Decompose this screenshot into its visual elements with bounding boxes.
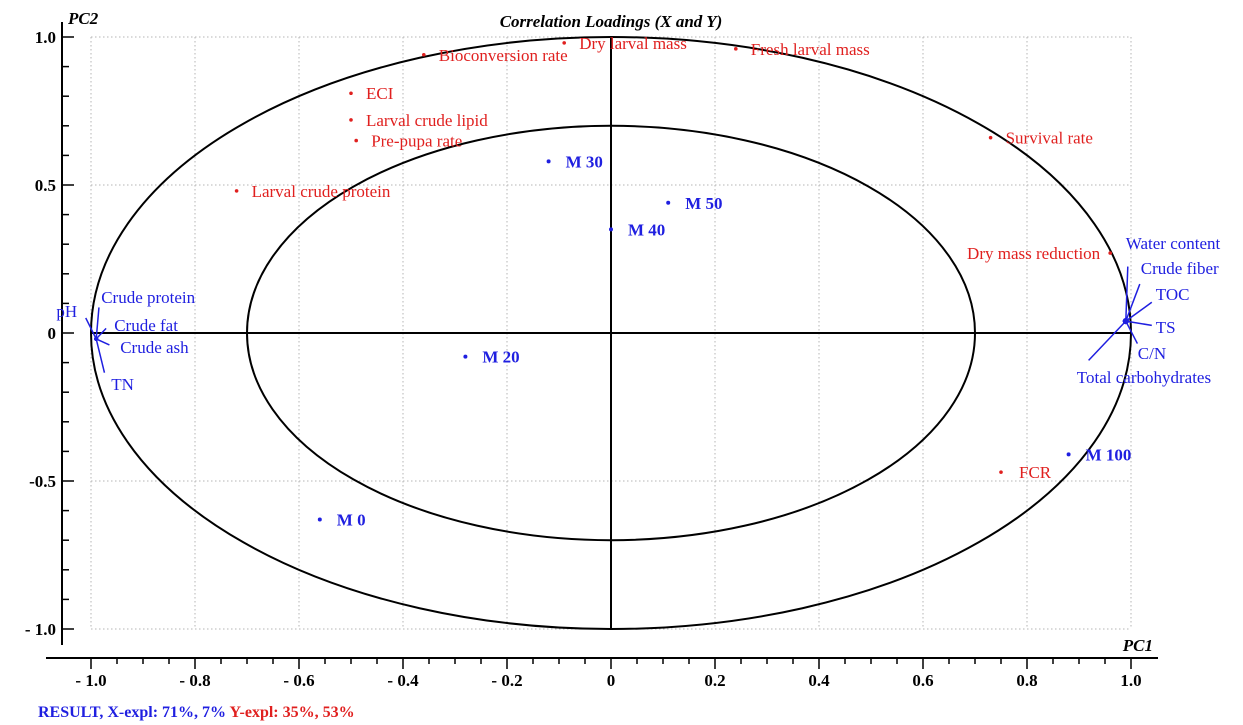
- y-variable-point: [1108, 251, 1112, 255]
- chart-title: Correlation Loadings (X and Y): [500, 12, 723, 31]
- y-tick-label: - 1.0: [25, 620, 56, 639]
- circle-inner: [246, 124, 976, 542]
- x-variable-leader: [1125, 266, 1129, 322]
- sample-label: M 40: [628, 220, 665, 239]
- x-variable-label: TN: [111, 375, 134, 394]
- y-variable-label: Survival rate: [1006, 129, 1093, 148]
- y-variable-point: [234, 189, 239, 193]
- x-tick-label: - 0.2: [491, 671, 522, 690]
- sample-label: M 100: [1086, 445, 1132, 464]
- x-tick-label: 0.6: [912, 671, 933, 690]
- sample-point: [317, 517, 322, 522]
- x-tick-label: 1.0: [1120, 671, 1141, 690]
- explained-variance-footer: RESULT, X-expl: 71%, 7% Y-expl: 35%, 53%: [38, 704, 355, 722]
- sample-label: M 50: [685, 194, 722, 213]
- y-variable-point: [999, 470, 1003, 474]
- y-variable-label: Dry mass reduction: [967, 244, 1101, 263]
- x-variable-leader: [95, 338, 106, 373]
- sample-point: [666, 200, 671, 205]
- y-tick-label: 0: [48, 324, 57, 343]
- x-variable-label: Crude ash: [120, 338, 189, 357]
- y-variable-label: Bioconversion rate: [439, 46, 568, 65]
- x-tick-label: - 0.8: [179, 671, 210, 690]
- x-tick-label: - 1.0: [75, 671, 106, 690]
- y-explained: Y-expl: 35%, 53%: [229, 704, 355, 721]
- x-variable-leader: [1125, 283, 1141, 322]
- y-variable-point: [354, 138, 359, 143]
- sample-label: M 20: [482, 348, 519, 367]
- x-variable-leader: [1125, 320, 1139, 344]
- y-variable-point: [349, 118, 353, 122]
- y-variable-label: Pre-pupa rate: [371, 132, 462, 151]
- y-variable-label: Larval crude lipid: [366, 111, 488, 130]
- y-axis-title: PC2: [67, 9, 99, 28]
- x-variable-leader: [1088, 320, 1127, 361]
- y-tick-label: 1.0: [35, 28, 56, 47]
- axes: [46, 22, 1158, 669]
- y-variable-label: ECI: [366, 84, 394, 103]
- x-variable-leader: [1125, 320, 1152, 327]
- x-variable-label: TS: [1156, 318, 1176, 337]
- x-variable-label: Crude fiber: [1141, 259, 1219, 278]
- x-tick-label: 0.2: [704, 671, 725, 690]
- y-variable-point: [988, 135, 993, 140]
- y-variable-label: Fresh larval mass: [751, 40, 870, 59]
- x-variable-leader: [95, 338, 110, 346]
- sample-point: [546, 159, 551, 164]
- x-tick-label: - 0.4: [387, 671, 419, 690]
- x-variable-label: Water content: [1126, 234, 1221, 253]
- sample-point: [463, 354, 468, 359]
- x-variable-leader: [1125, 301, 1153, 322]
- sample-label: M 0: [337, 510, 366, 529]
- y-variable-point: [562, 41, 566, 45]
- y-tick-label: 0.5: [35, 176, 56, 195]
- correlation-circles: [90, 36, 1132, 630]
- x-tick-label: - 0.6: [283, 671, 314, 690]
- y-variable-label: FCR: [1019, 463, 1052, 482]
- x-tick-label: 0.4: [808, 671, 830, 690]
- x-variable-leader: [85, 317, 97, 340]
- circle-outer: [90, 36, 1132, 630]
- x-tick-label: 0.8: [1016, 671, 1037, 690]
- y-variable-point: [422, 52, 426, 57]
- data-marks: [85, 41, 1153, 522]
- x-variable-label: pH: [56, 302, 77, 321]
- y-variable-point: [349, 91, 353, 96]
- y-variable-point: [734, 47, 738, 51]
- x-variable-label: TOC: [1156, 285, 1190, 304]
- x-axis-title: PC1: [1122, 636, 1153, 655]
- result-x-explained: RESULT, X-expl: 71%, 7%: [38, 704, 227, 721]
- x-variable-leader: [95, 307, 100, 339]
- x-tick-label: 0: [607, 671, 616, 690]
- x-variable-label: Total carbohydrates: [1077, 368, 1211, 387]
- sample-point: [1066, 452, 1071, 457]
- x-variable-label: Crude fat: [114, 316, 178, 335]
- x-variable-leader: [95, 327, 107, 340]
- x-variable-label: Crude protein: [101, 288, 195, 307]
- x-variable-label: C/N: [1138, 344, 1166, 363]
- sample-label: M 30: [566, 152, 603, 171]
- sample-point: [609, 227, 613, 232]
- y-variable-label: Dry larval mass: [579, 34, 687, 53]
- text-labels: - 1.0 - 0.8 - 0.6 - 0.4 - 0.2 0 0.2 0.4 0.6 0.8 1.…: [25, 9, 1221, 690]
- y-tick-label: -0.5: [29, 472, 56, 491]
- y-variable-label: Larval crude protein: [252, 182, 391, 201]
